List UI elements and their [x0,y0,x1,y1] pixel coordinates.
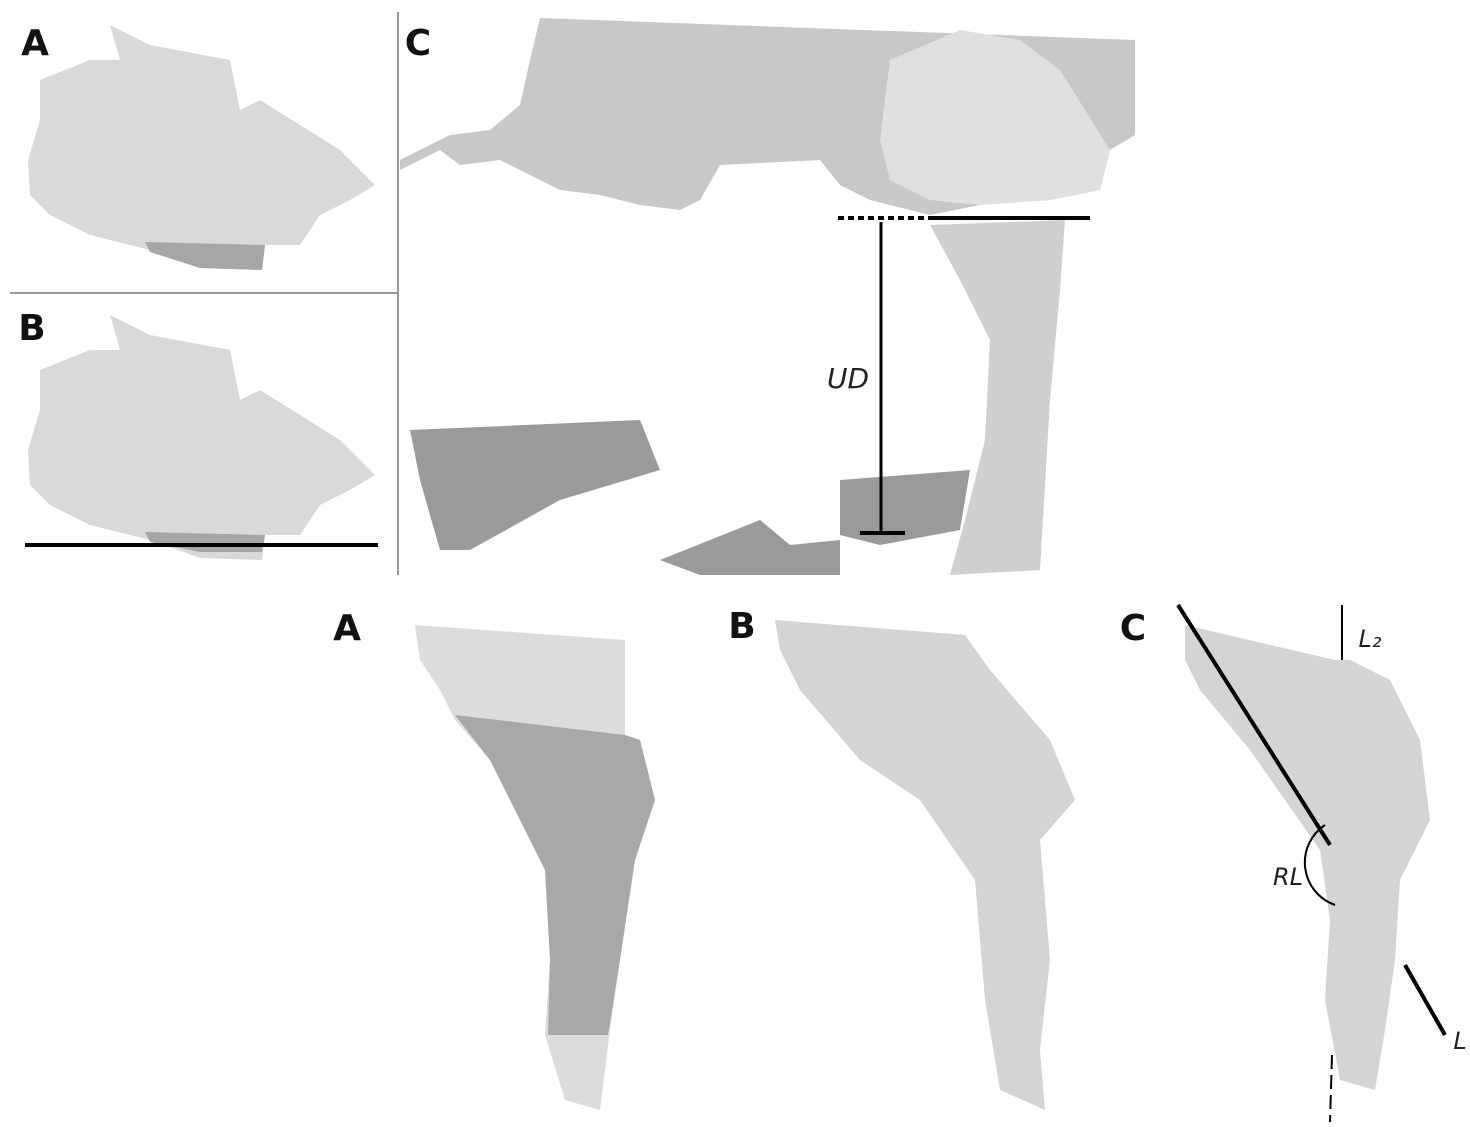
annotation: UD [827,362,869,395]
shape-bottom-b [775,620,1075,1110]
shape-b [28,315,375,560]
panel-label: C [1120,608,1146,649]
shape-a [28,25,375,270]
shape-c [400,18,1135,575]
panel-label: A [21,23,49,64]
annotation: L₂ [1359,625,1382,653]
reference-line [1405,965,1445,1035]
annotation: RL [1273,863,1303,891]
figure: UD A B C L₂ RL L A B C [0,0,1470,1127]
panel-label: B [18,308,45,349]
panel-label: A [333,608,361,649]
panel-label: B [728,606,755,647]
annotation: L [1453,1027,1466,1055]
reference-line [1330,1055,1332,1122]
shape-bottom-c [1185,625,1430,1090]
shape-bottom-a [415,625,655,1110]
panel-label: C [405,23,431,64]
